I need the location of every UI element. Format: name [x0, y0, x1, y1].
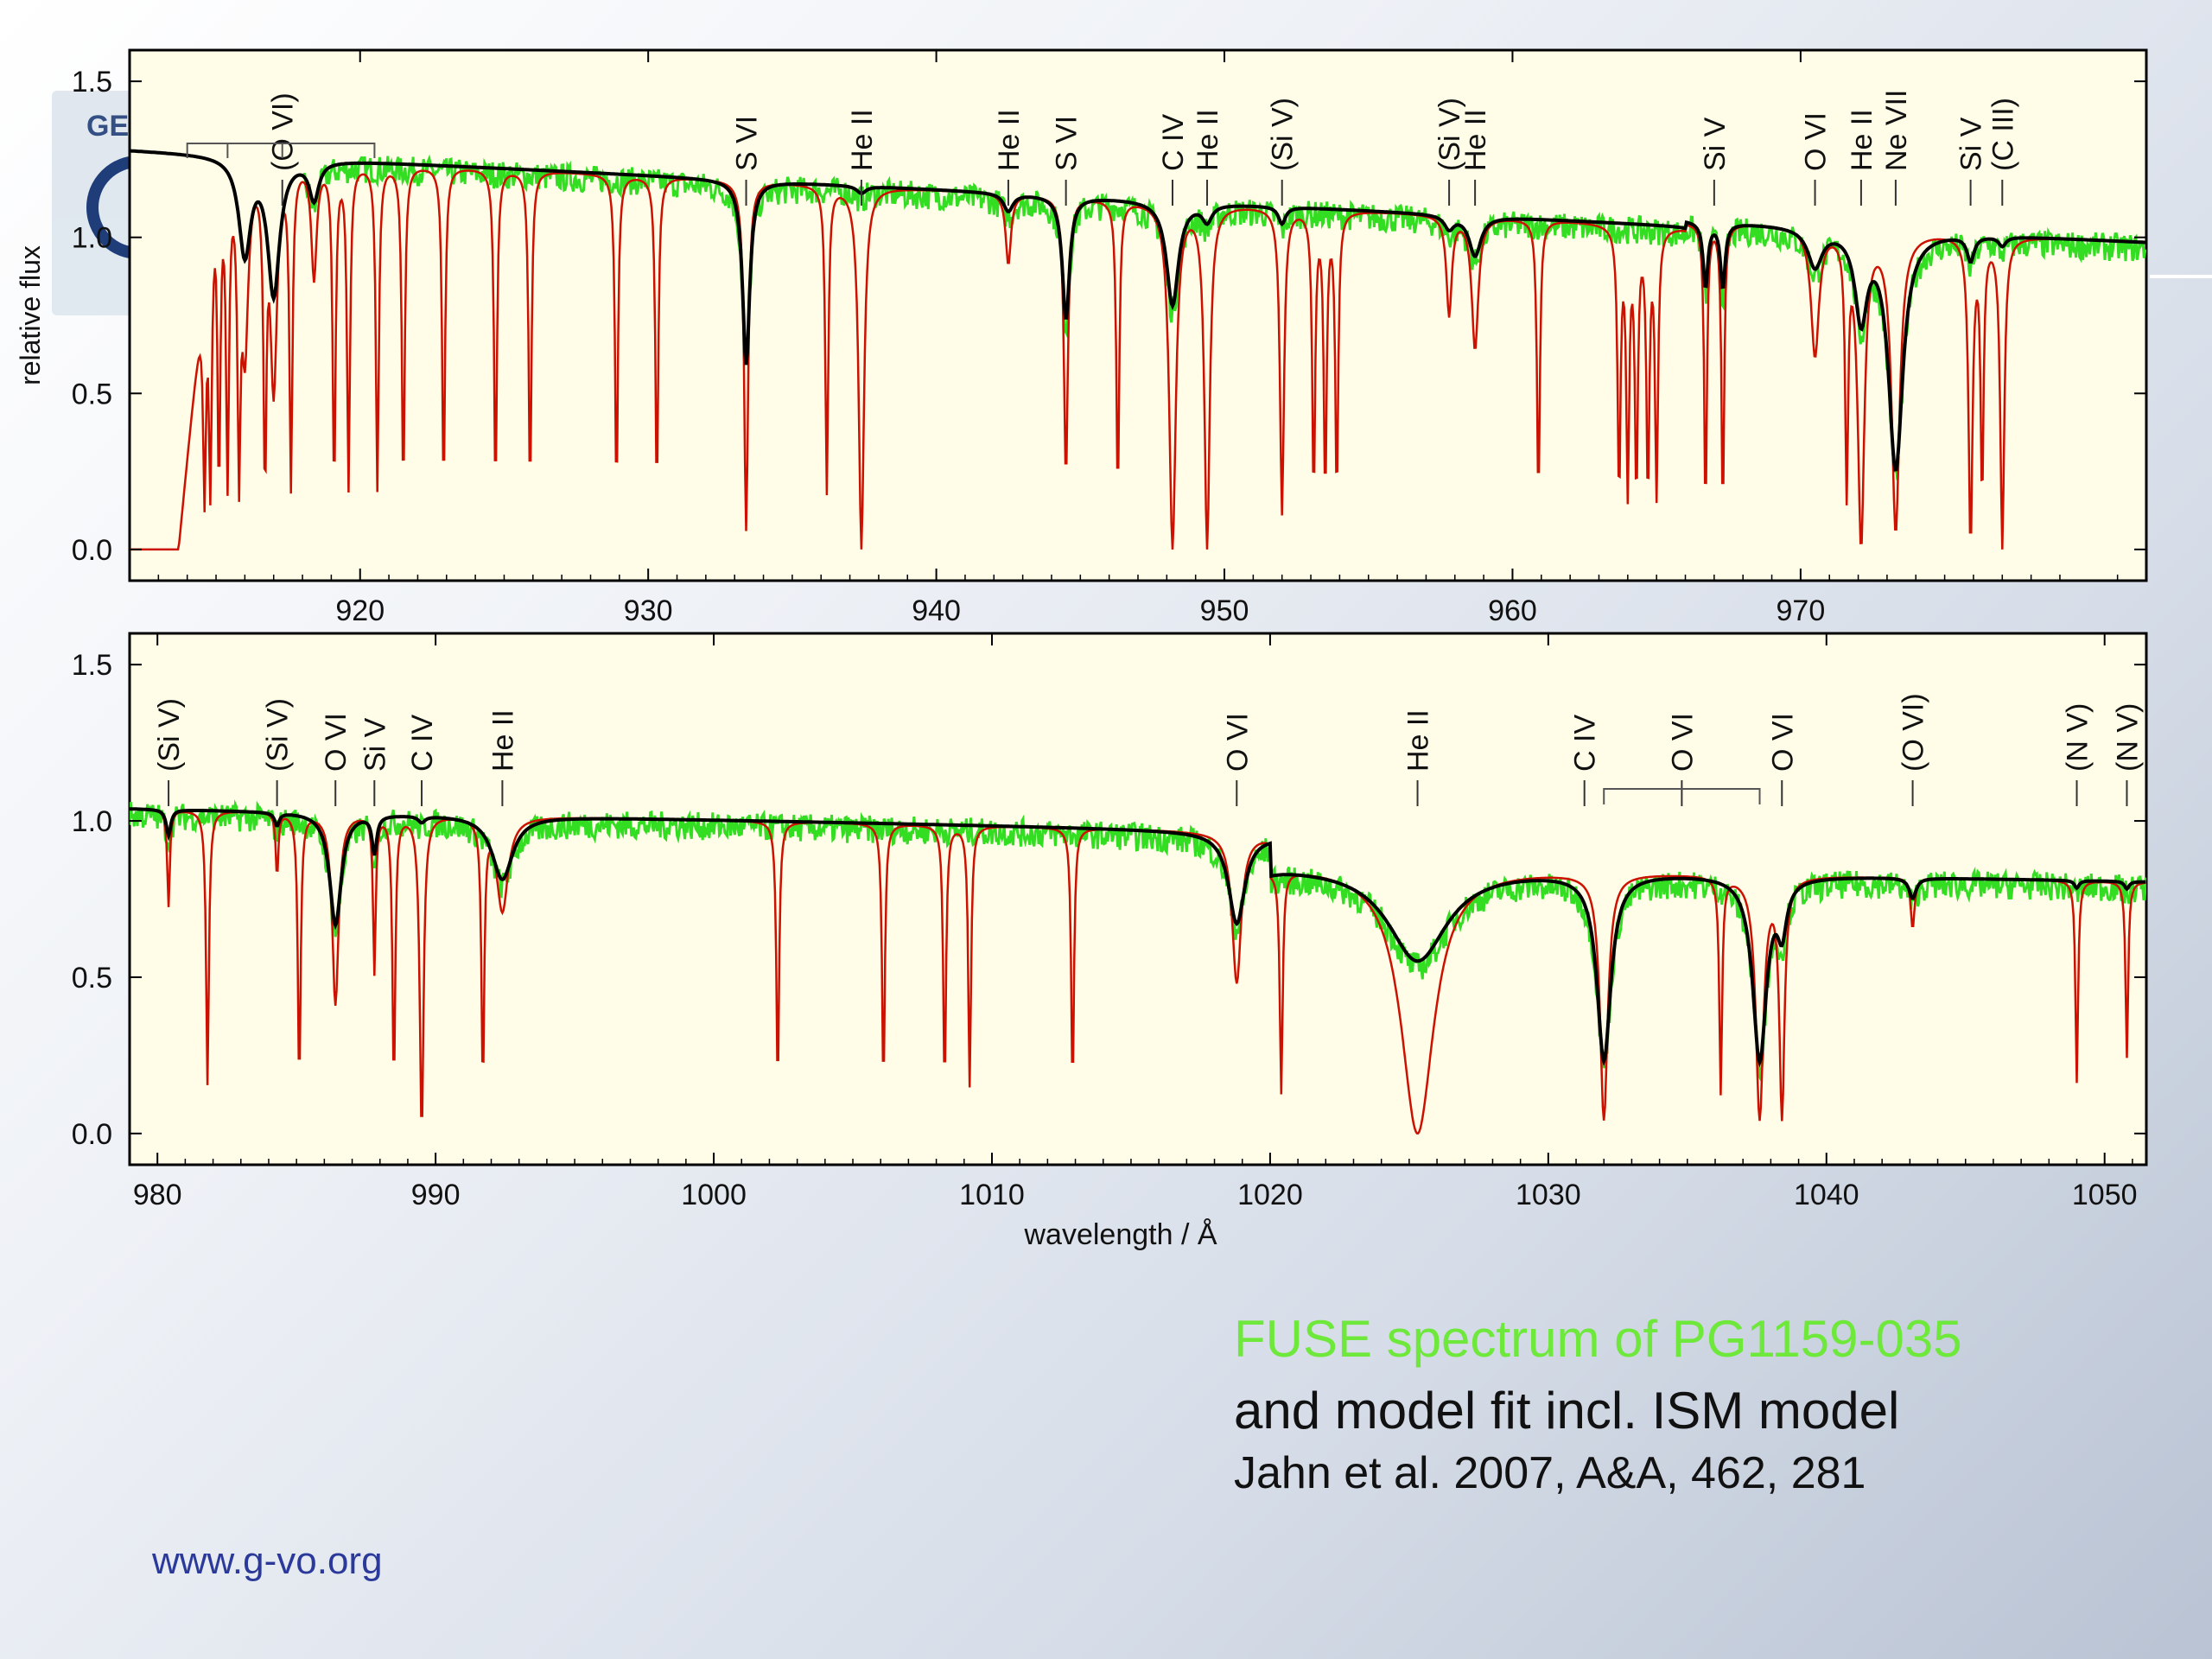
x-axis-label: wavelength / Å: [1023, 1218, 1217, 1251]
spectrum-panel-1: 920 930 940 950 960 970 0.0 0.5 1.0 1.5 relative f…: [15, 48, 2148, 627]
y-tick-label: 1.0: [72, 805, 112, 838]
y-tick-label: 0.5: [72, 962, 112, 995]
line-id-label: He II: [846, 109, 879, 171]
line-id-label: (Si V): [1267, 98, 1300, 171]
observed-spectrum-line: [130, 798, 2146, 1084]
x-tick-label: 1030: [1516, 1179, 1581, 1211]
line-id-label: (Si V): [153, 698, 186, 772]
y-tick-label: 0.0: [72, 534, 112, 567]
line-id-label: O VI: [320, 713, 353, 772]
line-id-label: (N V): [2062, 703, 2094, 772]
line-id-label: O VI: [1766, 713, 1799, 772]
line-id-label: He II: [486, 709, 519, 772]
line-id-label: (O VI): [267, 92, 300, 171]
multiplet-bracket-ovi: [186, 143, 376, 158]
line-id-label: (O VI): [1897, 693, 1930, 772]
x-tick-label: 980: [133, 1179, 182, 1211]
plot-area: [128, 632, 2148, 1166]
multiplet-bracket-ovi-doublet: [1603, 788, 1761, 804]
photosphere-model-line: [130, 807, 2146, 1068]
spectrum-panel-2: 980 990 1000 1010 1020 1030 1040 1050 0.0 0.5 1.0 1…: [72, 632, 2148, 1251]
line-id-label: Si V: [359, 717, 391, 772]
x-tick-label: 1050: [2072, 1179, 2138, 1211]
line-id-label: O VI: [1666, 713, 1699, 772]
spectrum-curves: [130, 149, 2146, 551]
line-id-label: (N V): [2111, 703, 2144, 772]
caption-title: FUSE spectrum of PG1159-035: [1234, 1310, 1962, 1368]
line-id-label: C IV: [1157, 114, 1190, 171]
x-tick-label: 1020: [1237, 1179, 1303, 1211]
line-id-label: He II: [1846, 109, 1878, 171]
y-tick-label: 0.0: [72, 1118, 112, 1151]
line-id-label: S VI: [731, 116, 764, 171]
line-id-label: Si V: [1699, 117, 1732, 171]
line-id-label: (Si V): [262, 698, 295, 772]
spectrum-curves: [130, 798, 2146, 1135]
x-tick-label: 920: [335, 594, 385, 627]
y-axis-label: relative flux: [15, 245, 46, 385]
caption-subtitle: and model fit incl. ISM model: [1234, 1382, 1900, 1440]
x-tick-label: 950: [1200, 594, 1249, 627]
y-tick-label: 0.5: [72, 378, 112, 410]
x-tick-label: 970: [1777, 594, 1826, 627]
x-tick-label: 940: [912, 594, 961, 627]
line-id-label: O VI: [1800, 112, 1833, 171]
line-id-label: O VI: [1221, 713, 1254, 772]
line-id-label: He II: [993, 109, 1026, 171]
line-id-label: He II: [1459, 109, 1492, 171]
x-tick-label: 960: [1488, 594, 1537, 627]
x-tick-label: 930: [624, 594, 673, 627]
site-url-link[interactable]: www.g-vo.org: [152, 1540, 383, 1582]
line-id-label: (C III): [1986, 98, 2019, 171]
line-id-label: C IV: [406, 715, 439, 772]
line-id-label: C IV: [1569, 715, 1602, 772]
y-tick-label: 1.0: [72, 222, 112, 255]
line-id-label: Si V: [1955, 117, 1988, 171]
plot-area: [128, 48, 2148, 582]
caption-reference: Jahn et al. 2007, A&A, 462, 281: [1234, 1448, 1866, 1498]
ism-model-line: [130, 169, 2146, 551]
line-id-label: He II: [1402, 709, 1435, 772]
y-tick-label: 1.5: [72, 66, 112, 99]
line-id-label: (Si V): [1433, 98, 1466, 171]
photosphere-model-line: [130, 149, 2146, 472]
line-id-label: S VI: [1051, 116, 1084, 171]
x-tick-label: 1040: [1794, 1179, 1859, 1211]
line-id-label: Ne VII: [1880, 90, 1913, 171]
line-id-label: He II: [1192, 109, 1224, 171]
x-tick-label: 1000: [681, 1179, 747, 1211]
x-tick-label: 990: [411, 1179, 461, 1211]
x-tick-label: 1010: [959, 1179, 1025, 1211]
decorative-line: [2150, 275, 2212, 278]
y-tick-label: 1.5: [72, 649, 112, 682]
